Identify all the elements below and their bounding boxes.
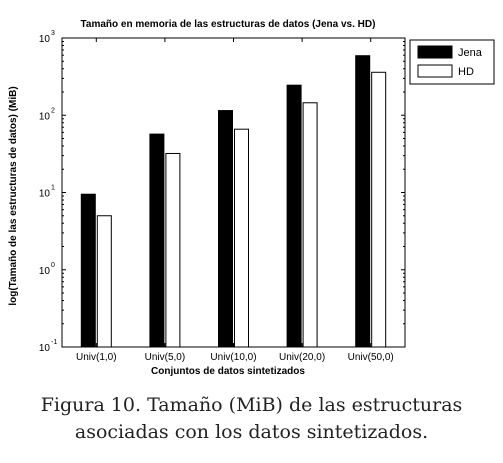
caption-line-2: asociadas con los datos sintetizados. — [74, 421, 429, 443]
y-tick-label-4: 10 — [39, 34, 51, 45]
bar-jena-3 — [218, 110, 233, 348]
bar-jena-2 — [149, 133, 165, 348]
legend-swatch-hd — [417, 64, 453, 78]
figure-caption: Figura 10. Tamaño (MiB) de las estructur… — [0, 392, 503, 446]
bars-group — [80, 55, 387, 348]
x-tick-label-1: Univ(1,0) — [76, 352, 117, 363]
x-tick-label-2: Univ(5,0) — [145, 352, 186, 363]
legend: Jena HD — [409, 39, 495, 85]
bar-jena-4 — [286, 84, 302, 348]
bar-hd-4 — [302, 102, 318, 348]
bar-hd-2 — [165, 152, 181, 348]
y-tick-exponent-1: 0 — [51, 262, 55, 269]
y-tick-label-3: 10 — [39, 111, 51, 122]
legend-label-jena: Jena — [458, 47, 483, 59]
chart-title: Tamaño en memoria de las estructuras de … — [81, 19, 376, 30]
bar-jena-1 — [80, 193, 96, 348]
plot-background — [62, 38, 405, 347]
bar-hd-1 — [96, 215, 112, 348]
x-axis-label: Conjuntos de datos sintetizados — [151, 366, 305, 377]
bar-hd-5 — [371, 71, 387, 348]
y-tick-label-1: 10 — [39, 266, 51, 277]
legend-label-hd: HD — [458, 66, 474, 78]
y-axis-label: log(Tamaño de las estructuras de datos) … — [8, 86, 19, 305]
y-tick-label-0: 10 — [39, 343, 51, 354]
legend-swatch-jena — [417, 45, 453, 59]
y-tick-exponent-2: 1 — [51, 185, 55, 192]
y-tick-exponent-4: 3 — [51, 30, 55, 37]
x-tick-label-5: Univ(50,0) — [348, 352, 394, 363]
x-axis: Univ(1,0) Univ(5,0) Univ(10,0) Univ(20,0) Un… — [76, 38, 394, 363]
y-tick-exponent-3: 2 — [51, 107, 55, 114]
y-tick-exponent-0: -1 — [51, 339, 57, 346]
caption-line-1: Figura 10. Tamaño (MiB) de las estructur… — [40, 394, 463, 416]
x-tick-label-4: Univ(20,0) — [279, 352, 325, 363]
bar-hd-3 — [234, 128, 249, 348]
plot-area — [62, 38, 405, 347]
bar-jena-5 — [355, 55, 371, 348]
y-tick-label-2: 10 — [39, 189, 51, 200]
x-tick-label-3: Univ(10,0) — [210, 352, 256, 363]
